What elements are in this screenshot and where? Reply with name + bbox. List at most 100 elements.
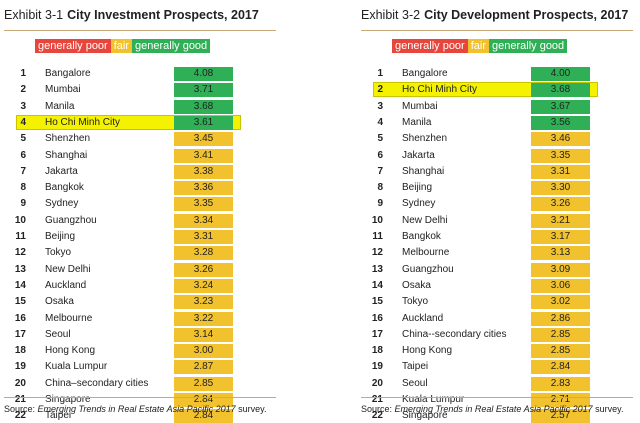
score-bar: 2.84 <box>174 393 233 407</box>
city-label: Taipei <box>402 361 429 373</box>
score-bar: 3.17 <box>531 230 590 244</box>
score-bar: 3.45 <box>174 132 233 147</box>
score-bar: 2.86 <box>531 311 590 326</box>
exhibit-label: Exhibit 3-1 <box>4 8 64 22</box>
score-bar: 2.85 <box>531 327 590 342</box>
city-label: Hong Kong <box>45 345 96 357</box>
rank-label: 20 <box>14 377 26 389</box>
city-label: Guangzhou <box>402 263 454 275</box>
rank-label: 9 <box>377 198 383 210</box>
rank-label: 3 <box>377 100 383 112</box>
city-label: Shanghai <box>402 165 445 177</box>
panel-title: Exhibit 3-1 City Investment Prospects, 20… <box>4 8 259 22</box>
city-label: Beijing <box>402 182 433 194</box>
city-label: Ho Chi Minh City <box>402 84 478 96</box>
rank-label: 16 <box>371 312 383 324</box>
rank-label: 21 <box>14 394 26 405</box>
city-label: Beijing <box>45 231 76 242</box>
rank-label: 15 <box>371 296 383 308</box>
city-label: China--secondary cities <box>402 328 507 340</box>
city-label: Kuala Lumpur <box>402 394 465 405</box>
city-label: Mumbai <box>45 84 81 96</box>
score-bar: 3.68 <box>174 99 233 114</box>
rank-label: 18 <box>14 345 26 357</box>
score-bar: 3.26 <box>531 197 590 212</box>
score-bar: 3.09 <box>531 262 590 277</box>
city-label: Jakarta <box>402 149 435 161</box>
panel-title: Exhibit 3-2 City Development Prospects, 2… <box>361 8 628 22</box>
rank-label: 4 <box>377 116 383 128</box>
rank-label: 14 <box>371 279 383 291</box>
exhibit-label: Exhibit 3-2 <box>361 8 421 22</box>
score-bar: 3.26 <box>174 262 233 277</box>
rank-label: 5 <box>20 133 26 145</box>
score-bar: 3.71 <box>174 83 233 98</box>
score-bar: 3.14 <box>174 327 233 342</box>
city-label: Bangkok <box>402 231 441 242</box>
city-label: Kuala Lumpur <box>45 361 108 373</box>
score-bar: 3.38 <box>174 164 233 179</box>
score-bar: 3.30 <box>531 181 590 196</box>
city-label: Bangalore <box>45 68 91 79</box>
legend-good: generally good <box>489 39 568 53</box>
city-label: New Delhi <box>402 214 448 226</box>
chart-title: City Investment Prospects, 2017 <box>67 8 259 22</box>
rank-label: 20 <box>371 377 383 389</box>
city-label: Tokyo <box>45 247 72 259</box>
rank-label: 5 <box>377 133 383 145</box>
city-label: Manila <box>402 116 432 128</box>
city-label: Osaka <box>45 296 74 308</box>
city-label: Guangzhou <box>45 214 97 226</box>
score-bar: 3.68 <box>531 83 590 98</box>
score-bar: 3.21 <box>531 213 590 228</box>
city-label: Singapore <box>45 394 91 405</box>
investment-prospects-panel: Exhibit 3-1 City Investment Prospects, 20… <box>4 0 284 423</box>
chart-title: City Development Prospects, 2017 <box>424 8 629 22</box>
score-bar: 2.85 <box>531 344 590 359</box>
bottom-rule <box>361 397 633 398</box>
city-label: Sydney <box>402 198 436 210</box>
score-bar: 3.24 <box>174 278 233 293</box>
bottom-rule <box>4 397 276 398</box>
city-label: Manila <box>45 100 75 112</box>
city-label: Melbourne <box>402 247 450 259</box>
city-label: Melbourne <box>45 312 93 324</box>
rank-label: 4 <box>20 116 26 128</box>
city-label: Tokyo <box>402 296 429 308</box>
rank-label: 7 <box>20 165 26 177</box>
rank-label: 11 <box>372 231 383 242</box>
legend-fair: fair <box>110 39 132 53</box>
score-bar: 3.00 <box>174 344 233 359</box>
score-bar: 4.08 <box>174 67 233 81</box>
rank-label: 9 <box>20 198 26 210</box>
city-label: Hong Kong <box>402 345 453 357</box>
development-prospects-panel: Exhibit 3-2 City Development Prospects, 2… <box>361 0 640 423</box>
score-bar: 3.61 <box>174 115 233 130</box>
city-label: New Delhi <box>45 263 91 275</box>
city-label: Sydney <box>45 198 79 210</box>
score-bar: 3.23 <box>174 295 233 310</box>
rank-label: 12 <box>371 247 383 259</box>
rank-label: 17 <box>371 328 383 340</box>
score-bar: 3.35 <box>174 197 233 212</box>
score-bar: 2.83 <box>531 376 590 391</box>
top-rule <box>4 30 276 31</box>
rank-label: 2 <box>20 84 26 96</box>
city-label: Shenzhen <box>45 133 91 145</box>
city-label: Auckland <box>402 312 444 324</box>
score-bar: 3.22 <box>174 311 233 326</box>
city-label: Jakarta <box>45 165 78 177</box>
score-bar: 3.41 <box>174 148 233 163</box>
source-note: Source: Emerging Trends in Real Estate A… <box>361 404 624 414</box>
city-label: Taipei <box>45 410 72 422</box>
city-label: Shenzhen <box>402 133 448 145</box>
score-bar: 3.46 <box>531 132 590 147</box>
city-label: Seoul <box>402 377 428 389</box>
rank-label: 1 <box>377 68 383 79</box>
rank-label: 14 <box>14 279 26 291</box>
rank-label: 8 <box>377 182 383 194</box>
rank-label: 13 <box>14 263 26 275</box>
score-bar: 3.34 <box>174 213 233 228</box>
rank-label: 10 <box>371 214 383 226</box>
city-label: Osaka <box>402 279 431 291</box>
